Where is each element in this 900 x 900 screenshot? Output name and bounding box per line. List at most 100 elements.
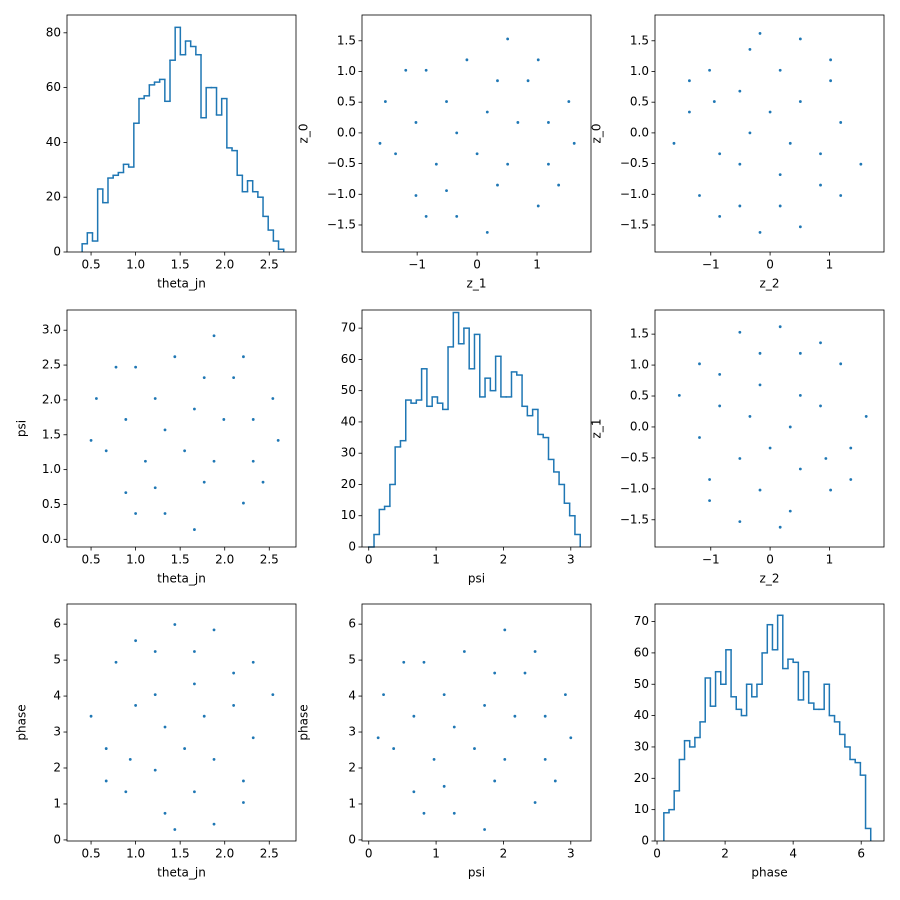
scatter-point	[698, 362, 701, 366]
scatter-point	[412, 790, 416, 794]
scatter-point	[376, 736, 380, 740]
scatter-point	[232, 671, 236, 675]
scatter-point	[124, 491, 128, 495]
panel: 0.5 1.0 1.5 2.0 2.5 0.0 0.5 1.0 1.5 2.0 2.5 3.0 thet…	[15, 309, 297, 586]
scatter-point	[523, 671, 527, 675]
scatter-point	[567, 100, 571, 103]
scatter-point	[677, 393, 681, 397]
y-tick-label: 40	[634, 708, 649, 722]
x-axis-label: z_2	[760, 277, 780, 291]
scatter-point	[193, 650, 196, 653]
scatter-point	[114, 660, 118, 664]
x-tick-label: −1	[702, 258, 720, 272]
scatter-point	[173, 355, 177, 359]
scatter-point	[849, 446, 853, 450]
scatter-point	[89, 438, 93, 442]
scatter-point	[798, 100, 802, 103]
scatter-point	[688, 110, 691, 114]
scatter-point	[516, 121, 520, 124]
scatter-point	[829, 488, 833, 492]
scatter-point	[553, 779, 557, 783]
y-tick-label: 1.5	[337, 33, 356, 47]
scatter-point	[496, 183, 499, 187]
scatter-point	[202, 376, 206, 380]
scatter-point	[712, 100, 716, 103]
y-tick-label: 30	[634, 739, 649, 753]
x-tick-label: 1	[432, 847, 440, 861]
scatter-point	[242, 779, 245, 783]
scatter-point	[778, 525, 782, 529]
scatter-point	[232, 376, 236, 380]
y-tick-label: 40	[46, 135, 61, 149]
y-tick-label: 20	[634, 771, 649, 785]
y-tick-label: 0.0	[42, 532, 61, 546]
x-tick-label: 0.5	[82, 553, 101, 567]
panel: 0.5 1.0 1.5 2.0 2.5 0 1 2 3 4 5 6 theta_jn phase	[15, 603, 297, 880]
y-axis-label: z_0	[590, 124, 604, 144]
scatter-point	[89, 714, 93, 718]
scatter-point	[798, 467, 802, 471]
x-axis-label: psi	[468, 866, 485, 880]
scatter-point	[819, 404, 822, 408]
scatter-point	[718, 214, 722, 218]
scatter-point	[738, 330, 742, 334]
x-tick-label: 1	[533, 258, 541, 272]
scatter-point	[455, 131, 459, 135]
panel: −1 0 1 −1.5 −1.0 −0.5 0.0 0.5 1.0 1.5 z_2 z_1	[590, 309, 885, 586]
scatter-point	[718, 372, 722, 376]
scatter-point	[864, 415, 868, 418]
scatter-point	[485, 230, 489, 234]
y-tick-label: −1.0	[620, 187, 649, 201]
scatter-point	[193, 407, 196, 411]
y-tick-label: 30	[341, 446, 356, 460]
scatter-point	[412, 714, 416, 718]
y-tick-label: −1.5	[620, 512, 649, 526]
scatter-point	[144, 459, 147, 463]
scatter-point	[778, 173, 782, 177]
scatter-point	[153, 650, 157, 653]
scatter-point	[483, 828, 486, 831]
x-tick-label: 1.5	[171, 847, 190, 861]
x-tick-label: 2	[721, 847, 729, 861]
scatter-point	[134, 512, 138, 515]
x-tick-label: 3	[567, 553, 575, 567]
scatter-point	[557, 183, 561, 187]
y-tick-label: 3	[348, 725, 356, 739]
scatter-point	[718, 404, 722, 408]
axes-frame	[654, 14, 885, 253]
scatter-point	[839, 194, 843, 197]
axes-frame	[66, 309, 297, 548]
scatter-point	[829, 79, 833, 83]
scatter-point	[758, 32, 762, 35]
scatter-point	[445, 189, 448, 193]
x-axis-label: z_2	[760, 572, 780, 586]
scatter-point	[798, 393, 802, 397]
scatter-point	[212, 628, 216, 632]
scatter-point	[242, 355, 245, 359]
y-tick-label: 1.0	[42, 462, 61, 476]
x-axis-label: theta_jn	[157, 572, 206, 586]
scatter-point	[452, 725, 456, 729]
scatter-point	[513, 714, 517, 718]
scatter-point	[104, 449, 108, 453]
scatter-point	[503, 628, 507, 632]
y-tick-label: 50	[634, 677, 649, 691]
scatter-point	[202, 480, 206, 484]
y-tick-label: 70	[341, 321, 356, 335]
scatter-point	[483, 704, 486, 707]
scatter-point	[839, 362, 843, 366]
x-axis-label: phase	[751, 866, 787, 880]
y-tick-label: 0.5	[630, 95, 649, 109]
scatter-point	[526, 79, 530, 83]
x-axis-label: theta_jn	[157, 277, 206, 291]
scatter-point	[698, 194, 701, 197]
scatter-point	[183, 449, 187, 453]
y-tick-label: 3	[53, 725, 61, 739]
scatter-point	[442, 784, 446, 788]
x-tick-label: 0	[473, 258, 481, 272]
scatter-point	[153, 768, 157, 772]
scatter-point	[153, 693, 157, 697]
scatter-point	[271, 397, 275, 400]
y-tick-label: −0.5	[327, 156, 356, 170]
scatter-point	[422, 811, 426, 815]
